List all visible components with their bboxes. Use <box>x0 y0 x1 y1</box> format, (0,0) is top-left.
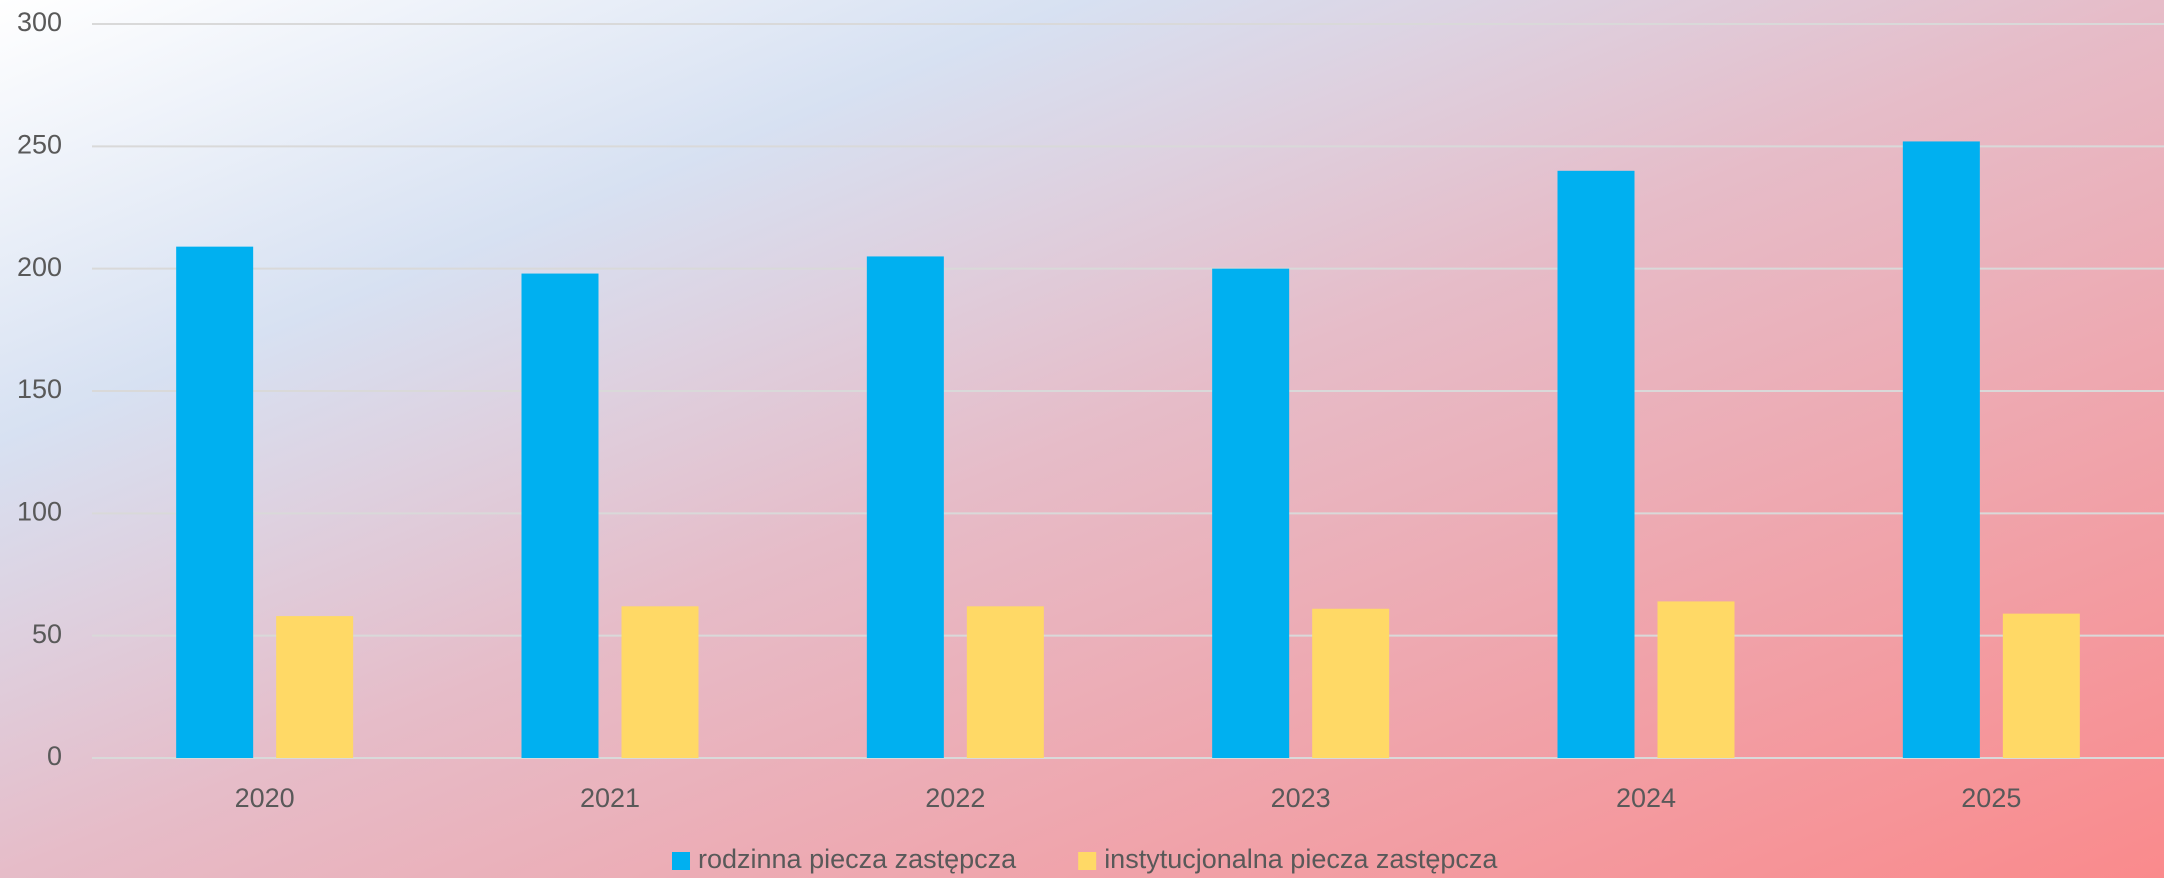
y-tick-label: 250 <box>17 129 62 159</box>
x-tick-label: 2025 <box>1961 783 2021 813</box>
y-tick-label: 100 <box>17 496 62 526</box>
bar <box>866 256 944 758</box>
legend-label: rodzinna piecza zastępcza <box>698 844 1017 874</box>
bar <box>2002 613 2080 758</box>
bar <box>521 273 599 758</box>
legend-swatch <box>1078 852 1097 870</box>
y-tick-label: 50 <box>32 619 62 649</box>
legend-swatch <box>672 852 690 870</box>
y-tick-label: 0 <box>47 741 62 771</box>
bar <box>966 606 1044 758</box>
bar <box>1212 268 1290 758</box>
x-tick-label: 2022 <box>925 783 985 813</box>
x-tick-label: 2023 <box>1271 783 1331 813</box>
bar <box>621 606 699 758</box>
x-tick-label: 2020 <box>235 783 295 813</box>
x-tick-label: 2021 <box>580 783 640 813</box>
bar <box>1312 608 1390 758</box>
y-tick-label: 300 <box>17 7 62 37</box>
bar <box>176 246 254 758</box>
bar <box>1902 141 1980 758</box>
bar <box>1657 601 1735 758</box>
y-tick-label: 150 <box>17 374 62 404</box>
bar <box>1557 170 1635 759</box>
x-tick-label: 2024 <box>1616 783 1676 813</box>
legend-label: instytucjonalna piecza zastępcza <box>1104 844 1498 874</box>
y-tick-label: 200 <box>17 252 62 282</box>
bar <box>276 616 354 758</box>
